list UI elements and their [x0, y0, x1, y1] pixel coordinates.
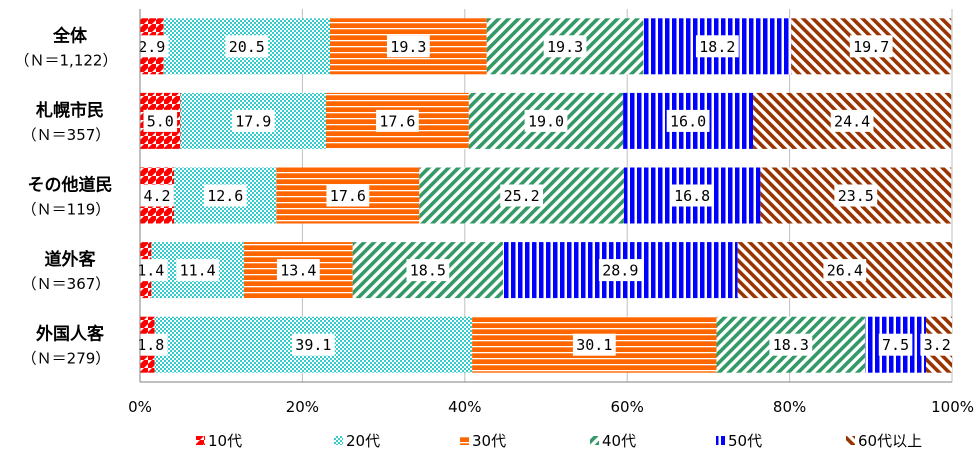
data-label: 16.8: [674, 187, 710, 205]
data-label: 17.6: [379, 112, 415, 130]
category-n-label: （Ｎ＝1,122）: [15, 51, 118, 69]
legend-swatch: [196, 436, 205, 445]
data-label-bg: [920, 333, 954, 356]
data-label: 12.6: [207, 187, 243, 205]
data-label: 26.4: [827, 262, 863, 280]
data-label: 18.2: [699, 38, 735, 56]
legend-label: 20代: [346, 432, 380, 450]
data-label: 30.1: [576, 336, 612, 354]
x-tick-label: 40%: [448, 398, 481, 416]
data-label: 19.0: [528, 112, 564, 130]
x-tick-label: 20%: [286, 398, 319, 416]
data-label: 13.4: [280, 262, 316, 280]
data-label-bg: [225, 35, 269, 58]
data-label-bg: [572, 333, 616, 356]
x-tick-label: 60%: [611, 398, 644, 416]
data-label: 16.0: [670, 112, 706, 130]
data-label-bg: [134, 35, 169, 58]
data-label: 19.3: [547, 38, 583, 56]
data-label-bg: [834, 184, 878, 207]
category-label: 道外客: [45, 249, 97, 270]
legend-label: 10代: [208, 432, 242, 450]
legend-swatch: [846, 436, 855, 445]
data-label-bg: [878, 333, 913, 356]
data-label-bg: [140, 184, 174, 207]
x-axis: 0% 20% 40% 60% 80% 100%: [128, 9, 974, 416]
data-label: 24.4: [834, 112, 870, 130]
legend-swatch: [590, 436, 599, 445]
data-label-bg: [695, 35, 739, 58]
data-label-bg: [524, 109, 568, 132]
category-label: その他道民: [28, 175, 113, 196]
data-label: 5.0: [147, 112, 174, 130]
data-label-bg: [326, 184, 370, 207]
data-label: 17.6: [330, 187, 366, 205]
data-label-bg: [231, 109, 275, 132]
data-label: 3.2: [924, 336, 951, 354]
category-n-label: （Ｎ＝119）: [22, 201, 111, 219]
data-label-bg: [830, 109, 874, 132]
data-label: 23.5: [838, 187, 874, 205]
data-label-bg: [598, 259, 642, 282]
legend-label: 30代: [472, 432, 506, 450]
data-label-bg: [143, 109, 178, 132]
data-label-bg: [134, 259, 168, 282]
category-label: 全体: [52, 25, 88, 46]
data-label: 28.9: [602, 262, 638, 280]
category-labels: 全体 （Ｎ＝1,122） 札幌市民 （Ｎ＝357） その他道民 （Ｎ＝119） 道外客 （Ｎ＝…: [15, 25, 118, 367]
data-label-bg: [176, 259, 220, 282]
data-label-bg: [203, 184, 247, 207]
category-n-label: （Ｎ＝279）: [22, 350, 111, 368]
legend-swatch: [334, 436, 343, 445]
data-label: 1.4: [137, 262, 164, 280]
x-tick-label: 80%: [773, 398, 806, 416]
category-n-label: （Ｎ＝367）: [22, 275, 111, 293]
legend-label: 50代: [728, 432, 762, 450]
data-label-bg: [500, 184, 544, 207]
data-label: 1.8: [137, 336, 164, 354]
data-label-bg: [291, 333, 335, 356]
data-label-bg: [134, 333, 168, 356]
bars: 2.9 20.5 19.3 19.3 18.2 19.7 5.0 17.9 17.6 19.0 16…: [134, 18, 954, 373]
data-label: 11.4: [180, 262, 216, 280]
legend-swatch: [716, 436, 725, 445]
data-label: 18.3: [773, 336, 809, 354]
legend: 10代 20代 30代 40代 50代 60代以上: [196, 432, 922, 450]
data-label-bg: [406, 259, 450, 282]
data-label: 7.5: [882, 336, 909, 354]
data-label-bg: [769, 333, 813, 356]
x-tick-label: 0%: [128, 398, 152, 416]
legend-label: 60代以上: [858, 432, 922, 450]
category-n-label: （Ｎ＝357）: [22, 126, 111, 144]
legend-swatch: [460, 436, 469, 445]
data-label: 19.3: [390, 38, 426, 56]
data-label: 17.9: [235, 112, 271, 130]
x-tick-label: 100%: [931, 398, 974, 416]
data-label-bg: [823, 259, 867, 282]
data-label-bg: [666, 109, 710, 132]
category-label: 札幌市民: [35, 100, 104, 121]
data-label-bg: [849, 35, 893, 58]
data-label-bg: [543, 35, 587, 58]
category-label: 外国人客: [36, 324, 105, 345]
data-label-bg: [386, 35, 430, 58]
data-label: 4.2: [144, 187, 171, 205]
data-label: 39.1: [295, 336, 331, 354]
data-label-bg: [376, 109, 419, 132]
data-label: 2.9: [138, 38, 165, 56]
data-label: 18.5: [410, 262, 446, 280]
legend-label: 40代: [602, 432, 636, 450]
data-label: 25.2: [504, 187, 540, 205]
data-label-bg: [670, 184, 714, 207]
data-label: 20.5: [229, 38, 265, 56]
data-label-bg: [276, 259, 320, 282]
data-label: 19.7: [853, 38, 889, 56]
